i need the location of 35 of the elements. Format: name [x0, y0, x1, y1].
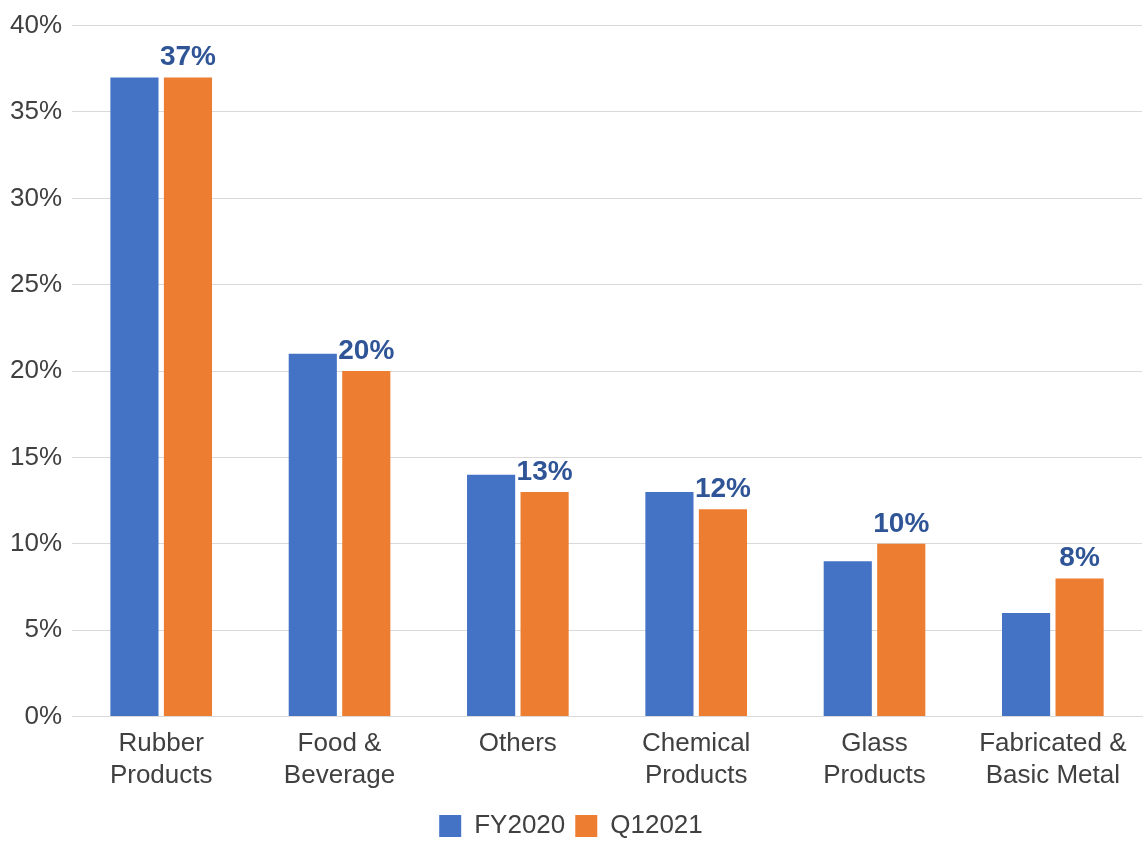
x-tick-label: Chemical Products: [642, 727, 751, 789]
y-tick-label: 30%: [9, 181, 63, 212]
data-label: 37%: [159, 40, 217, 72]
y-tick-label: 15%: [9, 440, 63, 471]
y-tick-label: 25%: [9, 267, 63, 298]
bar: [110, 77, 159, 717]
bar: [1002, 612, 1051, 717]
bar: [467, 474, 516, 717]
legend-label: Q12021: [610, 809, 703, 840]
bar: [163, 77, 213, 717]
data-label: 13%: [516, 454, 573, 486]
y-tick-label: 20%: [9, 354, 63, 385]
bar: [823, 561, 872, 717]
y-tick-label: 0%: [24, 699, 63, 730]
y-tick-label: 10%: [9, 527, 63, 558]
data-label: 8%: [1059, 541, 1100, 573]
x-tick-label: Glass Products: [823, 727, 926, 789]
legend-label: FY2020: [474, 809, 566, 840]
bar: [520, 492, 569, 717]
data-label: 12%: [694, 472, 752, 504]
bar: [288, 353, 337, 717]
data-label: 10%: [873, 506, 930, 538]
bar: [342, 371, 391, 717]
y-tick-label: 40%: [9, 8, 63, 39]
x-tick-label: Rubber Products: [109, 727, 213, 789]
bar: [1055, 578, 1104, 717]
bar: [645, 492, 694, 717]
bar: [698, 509, 748, 717]
x-tick-label: Others: [478, 727, 557, 758]
bar: [877, 543, 926, 717]
x-tick-label: Food & Beverage: [283, 727, 396, 789]
y-tick-label: 35%: [9, 95, 63, 126]
data-label: 20%: [338, 333, 395, 365]
x-tick-label: Fabricated & Basic Metal: [979, 727, 1127, 789]
y-tick-label: 5%: [24, 613, 63, 644]
